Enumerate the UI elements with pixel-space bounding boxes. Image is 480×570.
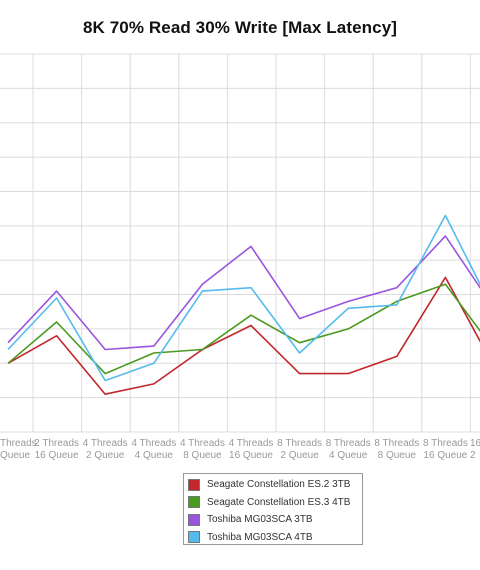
legend-item: Seagate Constellation ES.3 4TB: [188, 494, 362, 512]
x-tick-label-queue: 4 Queue: [135, 450, 174, 461]
legend-item: Seagate Constellation ES.2 3TB: [188, 476, 362, 494]
legend-label: Seagate Constellation ES.3 4TB: [207, 496, 351, 508]
x-tick-label-queue: 16 Queue: [35, 450, 79, 461]
x-tick-label-threads: 4 Threads: [229, 438, 274, 449]
x-tick-label-queue: 8 Queue: [378, 450, 417, 461]
x-tick-label-threads: 8 Threads: [423, 438, 468, 449]
x-tick-label-threads: Threads: [0, 438, 37, 449]
x-tick-label-threads: 4 Threads: [83, 438, 128, 449]
series-line-1: [7, 276, 480, 396]
legend-swatch: [188, 496, 200, 509]
legend-swatch: [188, 513, 200, 526]
x-tick-label-queue: 8 Queue: [183, 450, 222, 461]
x-tick-label-queue: 2 Queue: [280, 450, 319, 461]
chart-title: 8K 70% Read 30% Write [Max Latency]: [82, 18, 398, 37]
x-tick-label-queue: 2: [470, 450, 476, 461]
x-tick-label-threads: 8 Threads: [374, 438, 419, 449]
x-tick-label-threads: 4 Threads: [180, 438, 225, 449]
x-tick-label-threads: 2 Threads: [34, 438, 79, 449]
legend-swatch: [188, 531, 200, 544]
legend-item: Toshiba MG03SCA 4TB: [188, 529, 362, 547]
legend-item: Toshiba MG03SCA 3TB: [188, 511, 362, 529]
grid: [0, 53, 480, 433]
series-lines: [7, 214, 480, 396]
series-line-2: [7, 283, 480, 375]
x-tick-label-queue: 16 Queue: [423, 450, 467, 461]
x-tick-label-threads: 8 Threads: [277, 438, 322, 449]
x-tick-label-threads: 4 Threads: [131, 438, 176, 449]
legend-swatch: [188, 478, 200, 491]
series-line-4: [7, 214, 480, 382]
legend: Seagate Constellation ES.2 3TB Seagate Co…: [183, 473, 363, 545]
x-tick-label-queue: 16 Queue: [229, 450, 273, 461]
legend-label: Toshiba MG03SCA 4TB: [207, 531, 313, 543]
x-tick-label-threads: 16: [470, 438, 480, 449]
x-tick-label-queue: Queue: [0, 450, 30, 461]
legend-label: Toshiba MG03SCA 3TB: [207, 514, 313, 526]
x-tick-label-threads: 8 Threads: [326, 438, 371, 449]
legend-label: Seagate Constellation ES.2 3TB: [207, 479, 351, 491]
x-tick-label-queue: 4 Queue: [329, 450, 368, 461]
series-line-3: [7, 235, 480, 351]
x-tick-label-queue: 2 Queue: [86, 450, 125, 461]
